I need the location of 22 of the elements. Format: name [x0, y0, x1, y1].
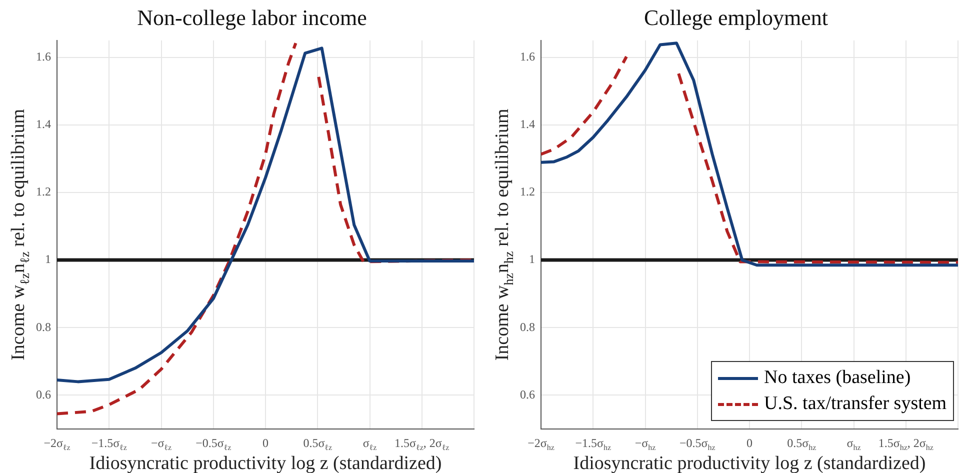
x-tick-label: 0 [262, 436, 268, 450]
chart-title: College employment [644, 4, 828, 30]
y-tick-label: 1.4 [520, 117, 535, 132]
y-tick-label: 0.8 [36, 320, 51, 334]
y-axis-title: Income wℓznℓz rel. to equilibrium [8, 108, 32, 360]
x-tick-label: 0 [746, 436, 752, 450]
y-tick-label: 1 [529, 252, 535, 266]
y-tick-label: 1.2 [36, 184, 51, 199]
y-tick-label: 1.4 [36, 117, 51, 132]
y-tick-label: 0.6 [520, 387, 535, 402]
y-axis-title: Income whznhz rel. to equilibrium [492, 108, 516, 361]
y-tick-label: 1 [45, 252, 51, 266]
legend-label: No taxes (baseline) [764, 366, 911, 390]
y-tick-label: 1.2 [520, 184, 535, 199]
legend-label: U.S. tax/transfer system [764, 392, 947, 416]
x-axis-title: Idiosyncratic productivity log z (standardized) [89, 453, 442, 473]
y-tick-label: 0.6 [36, 387, 51, 402]
y-tick-label: 1.6 [520, 49, 535, 64]
y-tick-label: 1.6 [36, 49, 51, 64]
x-axis-title: Idiosyncratic productivity log z (standardized) [573, 453, 926, 473]
y-tick-label: 0.8 [520, 320, 535, 334]
chart-title: Non-college labor income [137, 4, 367, 30]
